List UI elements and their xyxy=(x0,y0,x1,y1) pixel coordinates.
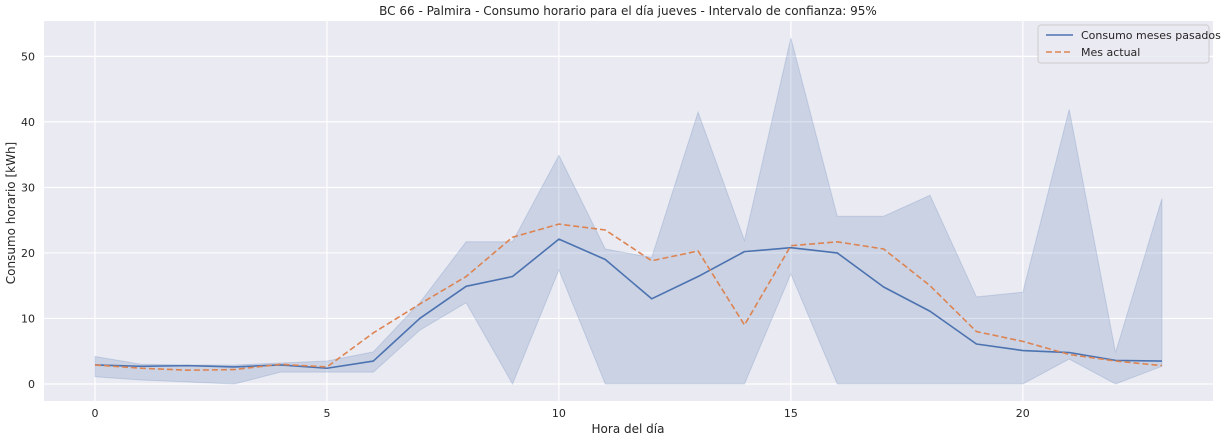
x-tick-label: 0 xyxy=(92,407,99,420)
legend: Consumo meses pasados Mes actual xyxy=(1037,24,1221,64)
x-tick-label: 10 xyxy=(552,407,566,420)
plot-area xyxy=(44,21,1213,401)
series-lines xyxy=(94,223,1163,372)
series-line xyxy=(94,223,1163,372)
x-axis-label: Hora del día xyxy=(592,422,665,436)
y-axis-ticks: 0 10 20 30 40 50 xyxy=(21,50,35,391)
y-tick-label: 10 xyxy=(21,312,35,325)
confidence-band xyxy=(94,37,1163,386)
y-tick-label: 20 xyxy=(21,247,35,260)
chart-title: BC 66 - Palmira - Consumo horario para e… xyxy=(379,4,877,18)
y-tick-label: 40 xyxy=(21,116,35,129)
legend-frame xyxy=(1037,24,1210,64)
x-tick-label: 15 xyxy=(784,407,798,420)
y-tick-label: 50 xyxy=(21,50,35,63)
legend-label: Mes actual xyxy=(1081,46,1140,59)
x-tick-label: 20 xyxy=(1016,407,1030,420)
legend-label: Consumo meses pasados xyxy=(1081,29,1221,42)
y-axis-label: Consumo horario [kWh] xyxy=(4,142,18,284)
confidence-bands xyxy=(94,37,1163,386)
y-tick-label: 0 xyxy=(28,378,35,391)
x-tick-label: 5 xyxy=(323,407,330,420)
y-tick-label: 30 xyxy=(21,181,35,194)
x-axis-ticks: 0 5 10 15 20 xyxy=(92,407,1030,420)
series-line xyxy=(95,238,1162,370)
grid xyxy=(44,21,1213,401)
